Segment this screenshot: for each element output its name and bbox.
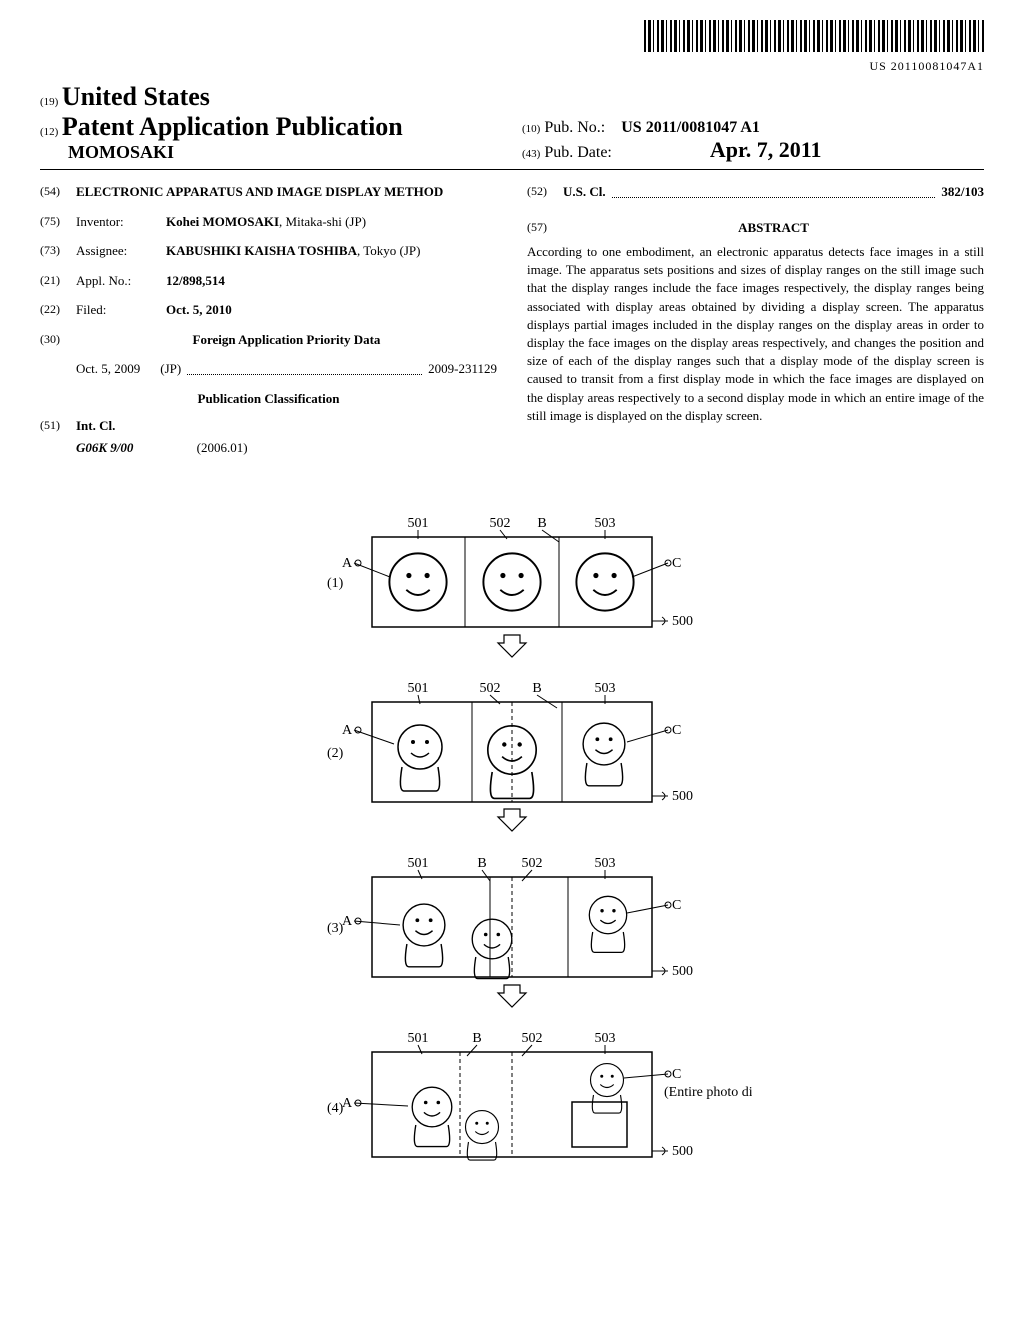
- header-right: (10) Pub. No.: US 2011/0081047 A1 (43) P…: [502, 119, 984, 163]
- dots-icon: [187, 359, 422, 375]
- barcode-number: US 20110081047A1: [40, 59, 984, 74]
- ref-A: A: [342, 556, 353, 571]
- pubclass-heading: Publication Classification: [40, 389, 497, 409]
- intcl-year: (2006.01): [197, 440, 248, 455]
- filed-code: (22): [40, 300, 76, 320]
- intcl-value: G06K 9/00: [76, 440, 133, 455]
- pub-date: Apr. 7, 2011: [710, 137, 822, 162]
- header: (19) United States (12) Patent Applicati…: [40, 82, 984, 170]
- priority-date: Oct. 5, 2009: [76, 359, 140, 379]
- title-code: (54): [40, 182, 76, 202]
- row4-label: (4): [327, 1101, 344, 1116]
- ref-503: 503: [595, 681, 616, 696]
- pubdate-code: (43): [522, 148, 540, 160]
- barcode-region: US 20110081047A1: [40, 20, 984, 74]
- ref-B: B: [537, 516, 546, 531]
- ref-503: 503: [595, 516, 616, 531]
- ref-500: 500: [672, 1144, 693, 1159]
- header-left: (19) United States (12) Patent Applicati…: [40, 82, 502, 163]
- row3-label: (3): [327, 921, 344, 936]
- ref-500: 500: [672, 789, 693, 804]
- inventor-name: Kohei MOMOSAKI: [166, 214, 279, 229]
- intcl-label: Int. Cl.: [76, 416, 115, 436]
- assignee-code: (73): [40, 241, 76, 261]
- ref-B: B: [477, 856, 486, 871]
- applno-code: (21): [40, 271, 76, 291]
- jurisdiction-code: (19): [40, 96, 58, 108]
- row2-label: (2): [327, 746, 344, 761]
- figure-svg: 501 502 B 503 A C 500 (1): [272, 487, 752, 1197]
- ref-502: 502: [490, 516, 511, 531]
- abstract-code: (57): [527, 218, 563, 244]
- inventor-label: Inventor:: [76, 212, 166, 232]
- pub-no: US 2011/0081047 A1: [621, 119, 760, 136]
- barcode-graphic: [644, 20, 984, 52]
- ref-502: 502: [480, 681, 501, 696]
- inventor-value: Kohei MOMOSAKI, Mitaka-shi (JP): [166, 212, 497, 232]
- ref-B: B: [532, 681, 541, 696]
- doctype-code: (12): [40, 126, 58, 138]
- figure-wrap: 501 502 B 503 A C 500 (1): [40, 487, 984, 1202]
- assignee-loc: , Tokyo (JP): [357, 243, 421, 258]
- row1-label: (1): [327, 576, 344, 591]
- uscl-label: U.S. Cl.: [563, 182, 606, 202]
- ref-503: 503: [595, 1031, 616, 1046]
- priority-no: 2009-231129: [428, 359, 497, 379]
- pubdate-label: Pub. Date:: [544, 144, 612, 161]
- filed-label: Filed:: [76, 300, 166, 320]
- priority-line: Oct. 5, 2009 (JP) 2009-231129: [76, 359, 497, 379]
- ref-502: 502: [522, 1031, 543, 1046]
- priority-code: (30): [40, 330, 76, 350]
- ref-500: 500: [672, 964, 693, 979]
- abstract-heading: ABSTRACT: [563, 218, 984, 238]
- biblio-right: (52) U.S. Cl. 382/103 (57) ABSTRACT Acco…: [527, 182, 984, 457]
- invention-title: ELECTRONIC APPARATUS AND IMAGE DISPLAY M…: [76, 182, 497, 202]
- assignee-label: Assignee:: [76, 241, 166, 261]
- ref-501: 501: [408, 516, 429, 531]
- ref-A: A: [342, 914, 353, 929]
- doctype: Patent Application Publication: [62, 112, 403, 141]
- filed-value: Oct. 5, 2010: [166, 300, 497, 320]
- ref-C: C: [672, 723, 681, 738]
- ref-C: C: [672, 556, 681, 571]
- ref-C: C: [672, 1067, 681, 1082]
- biblio-left: (54) ELECTRONIC APPARATUS AND IMAGE DISP…: [40, 182, 497, 457]
- priority-heading: Foreign Application Priority Data: [76, 330, 497, 350]
- pubno-code: (10): [522, 123, 540, 135]
- caption-entire: (Entire photo displayed): [664, 1085, 752, 1100]
- applno-value: 12/898,514: [166, 271, 497, 291]
- ref-B: B: [472, 1031, 481, 1046]
- priority-country: (JP): [160, 359, 181, 379]
- ref-501: 501: [408, 681, 429, 696]
- ref-500: 500: [672, 614, 693, 629]
- uscl-value: 382/103: [941, 182, 984, 202]
- ref-C: C: [672, 898, 681, 913]
- abstract-text: According to one embodiment, an electron…: [527, 243, 984, 425]
- ref-501: 501: [408, 856, 429, 871]
- biblio: (54) ELECTRONIC APPARATUS AND IMAGE DISP…: [40, 182, 984, 457]
- dots-icon: [612, 182, 936, 198]
- pubno-label: Pub. No.:: [544, 119, 605, 136]
- ref-502: 502: [522, 856, 543, 871]
- ref-A: A: [342, 1096, 353, 1111]
- ref-503: 503: [595, 856, 616, 871]
- assignee-value: KABUSHIKI KAISHA TOSHIBA, Tokyo (JP): [166, 241, 497, 261]
- ref-A: A: [342, 723, 353, 738]
- applno-label: Appl. No.:: [76, 271, 166, 291]
- inventor-loc: , Mitaka-shi (JP): [279, 214, 366, 229]
- applicant-name: MOMOSAKI: [40, 142, 502, 163]
- jurisdiction: United States: [62, 82, 210, 111]
- intcl-code: (51): [40, 416, 76, 436]
- assignee-name: KABUSHIKI KAISHA TOSHIBA: [166, 243, 357, 258]
- uscl-code: (52): [527, 182, 563, 202]
- ref-501: 501: [408, 1031, 429, 1046]
- inventor-code: (75): [40, 212, 76, 232]
- figure: 501 502 B 503 A C 500 (1): [272, 487, 752, 1202]
